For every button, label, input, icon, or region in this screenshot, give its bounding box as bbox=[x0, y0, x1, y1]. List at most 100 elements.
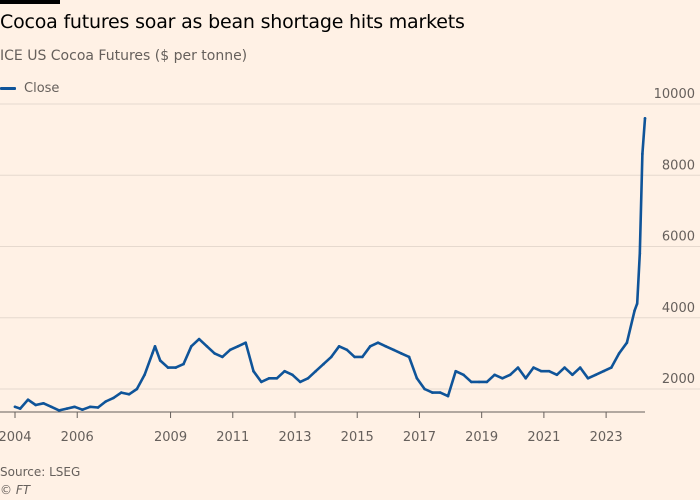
data-point bbox=[368, 345, 372, 348]
x-tick-label-2021: 2021 bbox=[527, 430, 560, 445]
data-point bbox=[516, 366, 520, 369]
x-tick-label-2009: 2009 bbox=[154, 430, 187, 445]
x-tick-label-2015: 2015 bbox=[341, 430, 374, 445]
data-point bbox=[643, 117, 647, 120]
data-point bbox=[275, 377, 279, 380]
data-point bbox=[532, 366, 535, 369]
data-point bbox=[462, 373, 465, 377]
data-point bbox=[291, 373, 294, 377]
data-point bbox=[547, 369, 551, 373]
chart-subtitle: ICE US Cocoa Futures ($ per tonne) bbox=[0, 48, 248, 64]
data-point bbox=[283, 369, 286, 373]
legend-label-close: Close bbox=[24, 80, 60, 96]
data-point bbox=[392, 348, 395, 352]
data-point bbox=[65, 407, 69, 410]
data-point bbox=[322, 362, 325, 366]
data-point bbox=[151, 352, 154, 355]
data-point bbox=[158, 359, 162, 362]
data-point bbox=[602, 369, 605, 373]
x-tick-label-2019: 2019 bbox=[465, 430, 498, 445]
data-point bbox=[57, 409, 61, 412]
data-point bbox=[96, 406, 100, 409]
data-point bbox=[438, 391, 442, 394]
x-tick-label-2011: 2011 bbox=[216, 430, 249, 445]
data-point bbox=[190, 345, 193, 348]
data-point bbox=[638, 252, 642, 255]
data-point bbox=[205, 345, 209, 348]
data-point bbox=[18, 407, 22, 410]
data-point bbox=[470, 380, 473, 384]
credit-note: © FT bbox=[0, 483, 31, 497]
data-point bbox=[477, 380, 481, 384]
data-point bbox=[337, 345, 341, 348]
data-point bbox=[345, 348, 349, 352]
data-point bbox=[594, 373, 597, 377]
data-point bbox=[73, 405, 76, 409]
data-point bbox=[586, 377, 590, 380]
data-point bbox=[353, 355, 356, 359]
data-point bbox=[244, 341, 247, 345]
data-point bbox=[34, 403, 37, 407]
data-point bbox=[415, 377, 419, 380]
data-point bbox=[236, 345, 240, 348]
data-point bbox=[166, 366, 170, 369]
data-point bbox=[540, 369, 543, 373]
data-point bbox=[298, 380, 302, 384]
data-point bbox=[524, 377, 527, 380]
data-point bbox=[120, 391, 123, 394]
data-point bbox=[26, 398, 30, 402]
data-point bbox=[361, 355, 364, 359]
data-point bbox=[431, 391, 434, 394]
brand-bar bbox=[0, 0, 60, 4]
data-point bbox=[81, 408, 84, 412]
y-tick-label-6000: 6000 bbox=[662, 230, 695, 245]
data-point bbox=[578, 366, 582, 369]
data-point bbox=[228, 348, 232, 352]
data-point bbox=[88, 405, 92, 409]
x-tick-label-2004: 2004 bbox=[0, 430, 32, 445]
y-tick-label-2000: 2000 bbox=[662, 372, 695, 387]
source-note: Source: LSEG bbox=[0, 465, 81, 479]
data-point bbox=[485, 380, 489, 384]
x-tick-label-2006: 2006 bbox=[61, 430, 94, 445]
data-point bbox=[423, 387, 426, 391]
data-point bbox=[182, 362, 185, 366]
y-tick-label-4000: 4000 bbox=[662, 301, 695, 316]
data-point bbox=[260, 380, 263, 384]
data-point bbox=[384, 345, 388, 348]
legend: Close bbox=[0, 79, 59, 97]
y-tick-label-8000: 8000 bbox=[662, 158, 695, 173]
data-point bbox=[633, 309, 636, 312]
data-point bbox=[213, 352, 216, 355]
data-point bbox=[407, 355, 411, 359]
data-point bbox=[635, 302, 639, 305]
data-point bbox=[197, 337, 201, 341]
y-tick-label-10000: 10000 bbox=[654, 87, 695, 102]
data-point bbox=[174, 366, 177, 369]
data-point bbox=[13, 405, 17, 409]
data-point bbox=[267, 377, 271, 380]
data-point bbox=[446, 394, 450, 398]
data-point bbox=[330, 355, 333, 359]
data-point bbox=[143, 373, 146, 377]
x-tick-label-2013: 2013 bbox=[278, 430, 311, 445]
data-point bbox=[42, 402, 45, 405]
data-point bbox=[104, 400, 107, 403]
data-point bbox=[501, 377, 504, 380]
data-point bbox=[314, 369, 318, 373]
data-point bbox=[610, 366, 613, 369]
data-point bbox=[221, 355, 224, 359]
data-point bbox=[376, 341, 380, 345]
data-point bbox=[555, 373, 559, 377]
data-point bbox=[617, 352, 621, 355]
x-tick-label-2023: 2023 bbox=[590, 430, 623, 445]
data-point bbox=[641, 152, 644, 156]
data-point bbox=[50, 405, 53, 409]
data-point bbox=[571, 373, 574, 377]
data-point bbox=[400, 352, 403, 355]
chart-title: Cocoa futures soar as bean shortage hits… bbox=[0, 11, 465, 33]
legend-swatch-close bbox=[0, 86, 16, 90]
data-point bbox=[454, 369, 458, 373]
data-point bbox=[127, 393, 131, 396]
